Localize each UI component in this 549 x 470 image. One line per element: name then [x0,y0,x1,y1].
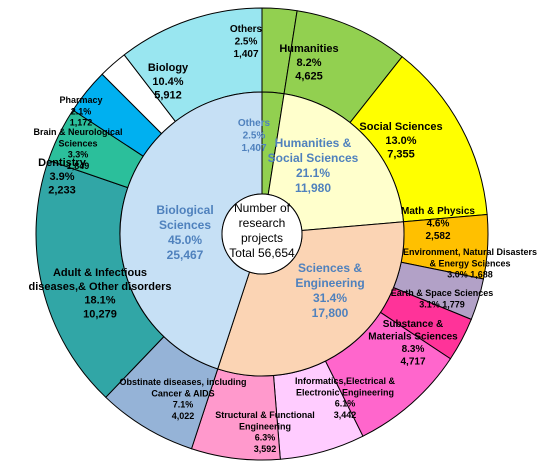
outer-label-others: Others 2.5% 1,407 [230,24,263,60]
outer-label-obstinate-diseases-including-cancer-aids: Obstinate diseases, including Cancer & AI… [119,377,246,421]
outer-label-pharmacy: Pharmacy 2.1% 1,172 [59,95,102,128]
outer-label-humanities: Humanities 8.2% 4,625 [279,43,338,83]
inner-labels: Others 2.5% 1,407 Humanities & Social Scienc… [156,118,364,320]
inner-label-others: Others 2.5% 1,407 [238,118,271,154]
outer-label-biology: Biology 10.4% 5,912 [148,62,189,102]
inner-label-biological-sciences: Biological Sciences 45.0% 25,467 [156,203,213,262]
outer-label-substance-materials-sciences: Substance & Materials Sciences 8.3% 4,717 [368,319,458,368]
outer-label-structural-functional-engineering: Structural & Functional Engineering 6.3% 3,… [215,410,315,454]
outer-labels: Others 2.5% 1,407 Humanities 8.2% 4,625 Social… [28,24,537,454]
outer-label-dentistry: Dentistry 3.9% 2,233 [38,157,87,197]
outer-label-social-sciences: Social Sciences 13.0% 7,355 [359,121,442,161]
outer-label-informatics-electrical-electronic-engineering: Informatics,Electrical & Electronic Engin… [295,376,396,420]
outer-label-environment-natural-disasters-energy-sciences: Environment, Natural Disasters & Energy S… [403,247,537,280]
outer-label-earth-space-sciences: Earth & Space Sciences 3.1% 1,779 [391,288,494,309]
inner-label-humanities-social-sciences: Humanities & Social Sciences 21.1% 11,980 [268,136,359,195]
outer-label-math-physics: Math & Physics 4.6% 2,582 [401,206,475,242]
center-label: Number of research projects Total 56,654 [229,201,295,260]
outer-label-brain-neurological-sciences: Brain & Neurological Sciences 3.3% 1,849 [33,127,122,171]
center-hole: Number of research projects Total 56,654 [221,193,303,275]
inner-label-sciences-engineering: Sciences & Engineering 31.4% 17,800 [295,261,364,320]
outer-label-adult-infectious-diseases-other-disorders: Adult & Infectious diseases,& Other disor… [28,267,171,320]
